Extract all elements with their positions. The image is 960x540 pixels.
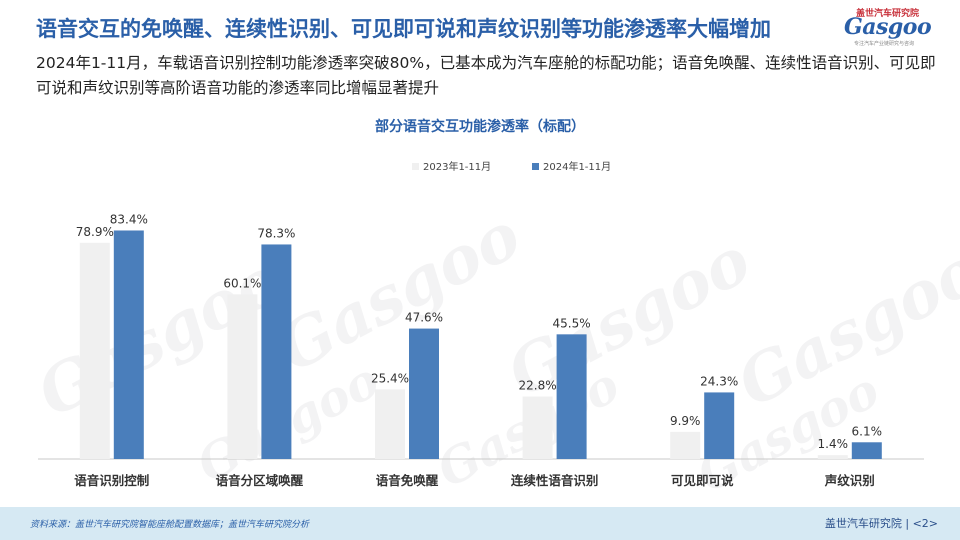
logo-org-text: 盖世汽车研究院 <box>856 9 920 19</box>
bar-2024-5 <box>851 442 882 459</box>
page-subtitle: 2024年1-11月，车载语音识别控制功能渗透率突破80%，已基本成为汽车座舱的… <box>36 54 936 97</box>
bar-2023-5 <box>817 455 848 459</box>
page-number: <2> <box>912 517 938 530</box>
legend-item-2023: 2023年1-11月 <box>412 158 491 173</box>
logo-tagline: 专注汽车产业链研究与咨询 <box>854 41 915 47</box>
category-label-1: 语音分区域唤醒 <box>216 473 304 488</box>
bar-2023-0 <box>79 242 110 459</box>
logo-brand-text: Gasgoo <box>844 14 932 40</box>
bar-2023-1 <box>227 294 258 459</box>
data-label-2023-2: 25.4% <box>371 371 409 385</box>
data-label-2024-2: 47.6% <box>405 311 443 325</box>
data-label-2024-5: 6.1% <box>852 424 883 438</box>
data-label-2023-0: 78.9% <box>76 225 114 239</box>
category-label-5: 声纹识别 <box>824 473 875 488</box>
bar-2024-3 <box>556 334 587 459</box>
data-label-2023-4: 9.9% <box>670 414 701 428</box>
footer-bar: 资料来源：盖世汽车研究院智能座舱配置数据库；盖世汽车研究院分析 盖世汽车研究院 … <box>0 507 960 540</box>
data-label-2024-3: 45.5% <box>553 316 591 330</box>
legend-swatch-2024 <box>532 163 539 170</box>
bar-2024-1 <box>261 244 292 459</box>
legend-swatch-2023 <box>412 163 419 170</box>
data-label-2024-1: 78.3% <box>257 226 295 240</box>
data-label-2023-1: 60.1% <box>223 276 261 290</box>
data-label-2023-5: 1.4% <box>818 437 849 451</box>
category-label-0: 语音识别控制 <box>74 473 149 488</box>
legend-label-2023: 2023年1-11月 <box>423 162 492 173</box>
legend-item-2024: 2024年1-11月 <box>532 158 611 173</box>
footer-org-page: 盖世汽车研究院 | <2> <box>824 517 938 530</box>
bar-2024-2 <box>409 328 439 459</box>
page-title: 语音交互的免唤醒、连续性识别、可见即可说和声纹识别等功能渗透率大幅增加 <box>36 17 771 41</box>
chart-title: 部分语音交互功能渗透率（标配） <box>375 119 585 135</box>
chart-legend: 2023年1-11月 2024年1-11月 <box>0 158 960 173</box>
footer-org: 盖世汽车研究院 <box>824 517 902 530</box>
data-label-2023-3: 22.8% <box>519 379 557 393</box>
gasgoo-logo: 盖世汽车研究院 Gasgoo 专注汽车产业链研究与咨询 <box>842 6 932 48</box>
category-label-4: 可见即可说 <box>671 473 734 488</box>
category-label-2: 语音免唤醒 <box>376 473 439 488</box>
footer-source: 资料来源：盖世汽车研究院智能座舱配置数据库；盖世汽车研究院分析 <box>30 520 310 530</box>
bar-2024-4 <box>704 392 735 459</box>
data-label-2024-4: 24.3% <box>700 374 738 388</box>
bar-2023-3 <box>522 396 553 459</box>
bar-chart: 78.9%83.4% 60.1% 78.3% 25.4% 47.6% 22.8% 45.5%… <box>38 212 924 488</box>
bar-2024-0 <box>113 230 144 459</box>
category-label-3: 连续性语音识别 <box>511 473 599 488</box>
data-label-2024-0: 83.4% <box>110 212 148 226</box>
bar-2023-4 <box>670 431 701 459</box>
legend-label-2024: 2024年1-11月 <box>543 162 612 173</box>
bar-2023-2 <box>375 389 405 459</box>
